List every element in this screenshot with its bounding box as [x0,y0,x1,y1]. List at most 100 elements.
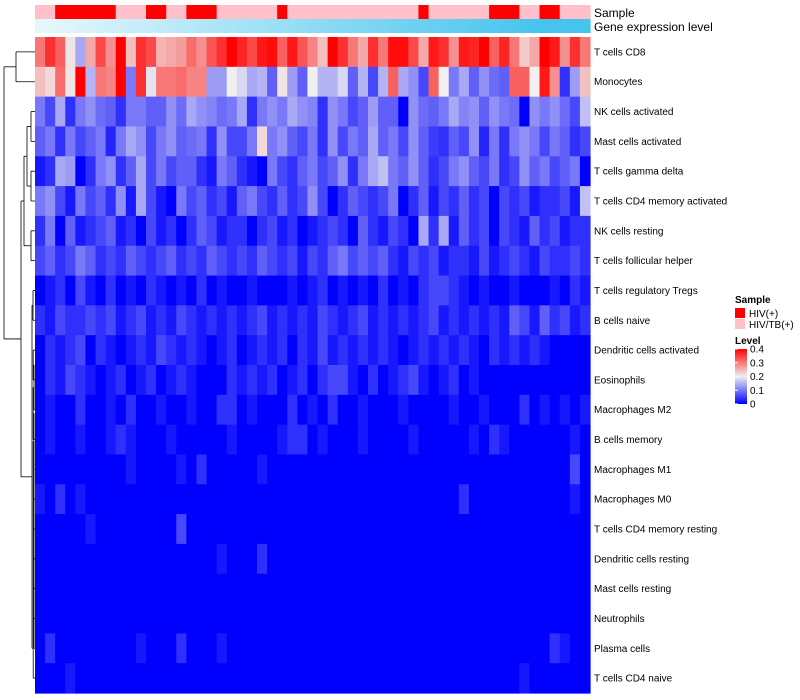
heatmap-cell [569,66,581,98]
heatmap-cell [206,66,218,98]
heatmap-cell [176,126,187,157]
heatmap-cell [317,394,329,426]
heatmap-cell [35,603,46,634]
heatmap-cell [569,215,581,247]
heatmap-cell [499,365,510,396]
heatmap-cell [125,454,137,485]
legend-label-hiv: HIV(+) [749,309,778,320]
heatmap-cell [347,186,359,217]
heatmap-cell [45,543,56,575]
heatmap-cell [267,245,278,277]
heatmap-cell [418,245,430,277]
heatmap-cell [65,454,76,485]
heatmap-cell [468,603,480,634]
heatmap-cell [468,305,480,336]
heatmap-cell [509,126,520,157]
heatmap-cell [418,543,430,575]
heatmap-cell [549,633,561,664]
heatmap-cell [458,454,470,485]
heatmap-cell [105,66,117,98]
heatmap-cell [236,66,248,98]
heatmap-cell [216,365,228,396]
heatmap-cell [509,305,520,336]
heatmap-cell [428,514,440,545]
heatmap-cell [388,245,399,277]
expression-cell [408,19,420,33]
heatmap-cell [519,484,531,515]
heatmap-cell [125,305,137,336]
heatmap-cell [529,394,541,426]
heatmap-cell [317,365,329,396]
heatmap-cell [579,37,591,68]
heatmap-cell [236,484,248,515]
heatmap-cell [65,156,76,187]
heatmap-cell [35,454,46,485]
heatmap-cell [156,365,167,396]
heatmap-cell [398,156,409,187]
heatmap-cell [196,186,208,217]
row-label: T cells regulatory Tregs [594,286,698,297]
heatmap-cell [357,305,369,336]
heatmap-cell [489,186,500,217]
heatmap-cell [156,275,167,306]
heatmap-cell [287,514,298,545]
heatmap-cell [479,245,490,277]
heatmap-cell [196,394,208,426]
heatmap-cell [468,514,480,545]
heatmap-cell [307,66,319,98]
expression-cell [35,19,46,33]
heatmap-cell [257,305,268,336]
heatmap-cell [95,126,107,157]
heatmap-cell [368,305,379,336]
sample-cell [388,5,399,19]
heatmap-cell [85,215,97,247]
heatmap-cell [206,245,218,277]
heatmap-cell [156,305,167,336]
heatmap-cell [35,66,46,98]
heatmap-cell [156,66,167,98]
heatmap-cell [146,275,157,306]
heatmap-cell [307,514,319,545]
heatmap-cell [428,126,440,157]
heatmap-cell [65,603,76,634]
heatmap-cell [448,514,460,545]
heatmap-cell [519,365,531,396]
heatmap-cell [307,454,319,485]
heatmap-cell [166,543,177,575]
heatmap-cell [146,365,157,396]
heatmap-cell [307,603,319,634]
heatmap-cell [438,454,450,485]
expression-cell [267,19,278,33]
heatmap-cell [206,394,218,426]
expression-cell [448,19,460,33]
heatmap-cell [55,514,66,545]
heatmap-cell [196,66,208,98]
heatmap-cell [418,394,430,426]
heatmap-cell [287,633,298,664]
heatmap-cell [529,335,541,366]
heatmap-cell [388,633,399,664]
heatmap-cell [378,484,389,515]
heatmap-cell [479,126,490,157]
heatmap-cell [75,633,87,664]
heatmap-cell [468,156,480,187]
heatmap-cell [257,543,268,575]
heatmap-cell [398,126,409,157]
heatmap-cell [35,305,46,336]
heatmap-cell [479,186,490,217]
heatmap-cell [135,305,147,336]
heatmap-cell [468,543,480,575]
sample-cell [569,5,581,19]
heatmap-cell [378,96,389,128]
heatmap-cell [146,215,157,247]
heatmap-cell [559,424,571,456]
heatmap-cell [257,424,268,456]
heatmap-cell [166,305,177,336]
heatmap-cell [186,66,198,98]
heatmap-cell [468,663,480,694]
heatmap-cell [246,484,258,515]
heatmap-cell [246,424,258,456]
heatmap-cell [337,424,349,456]
heatmap-cell [35,543,46,575]
expression-cell [378,19,389,33]
